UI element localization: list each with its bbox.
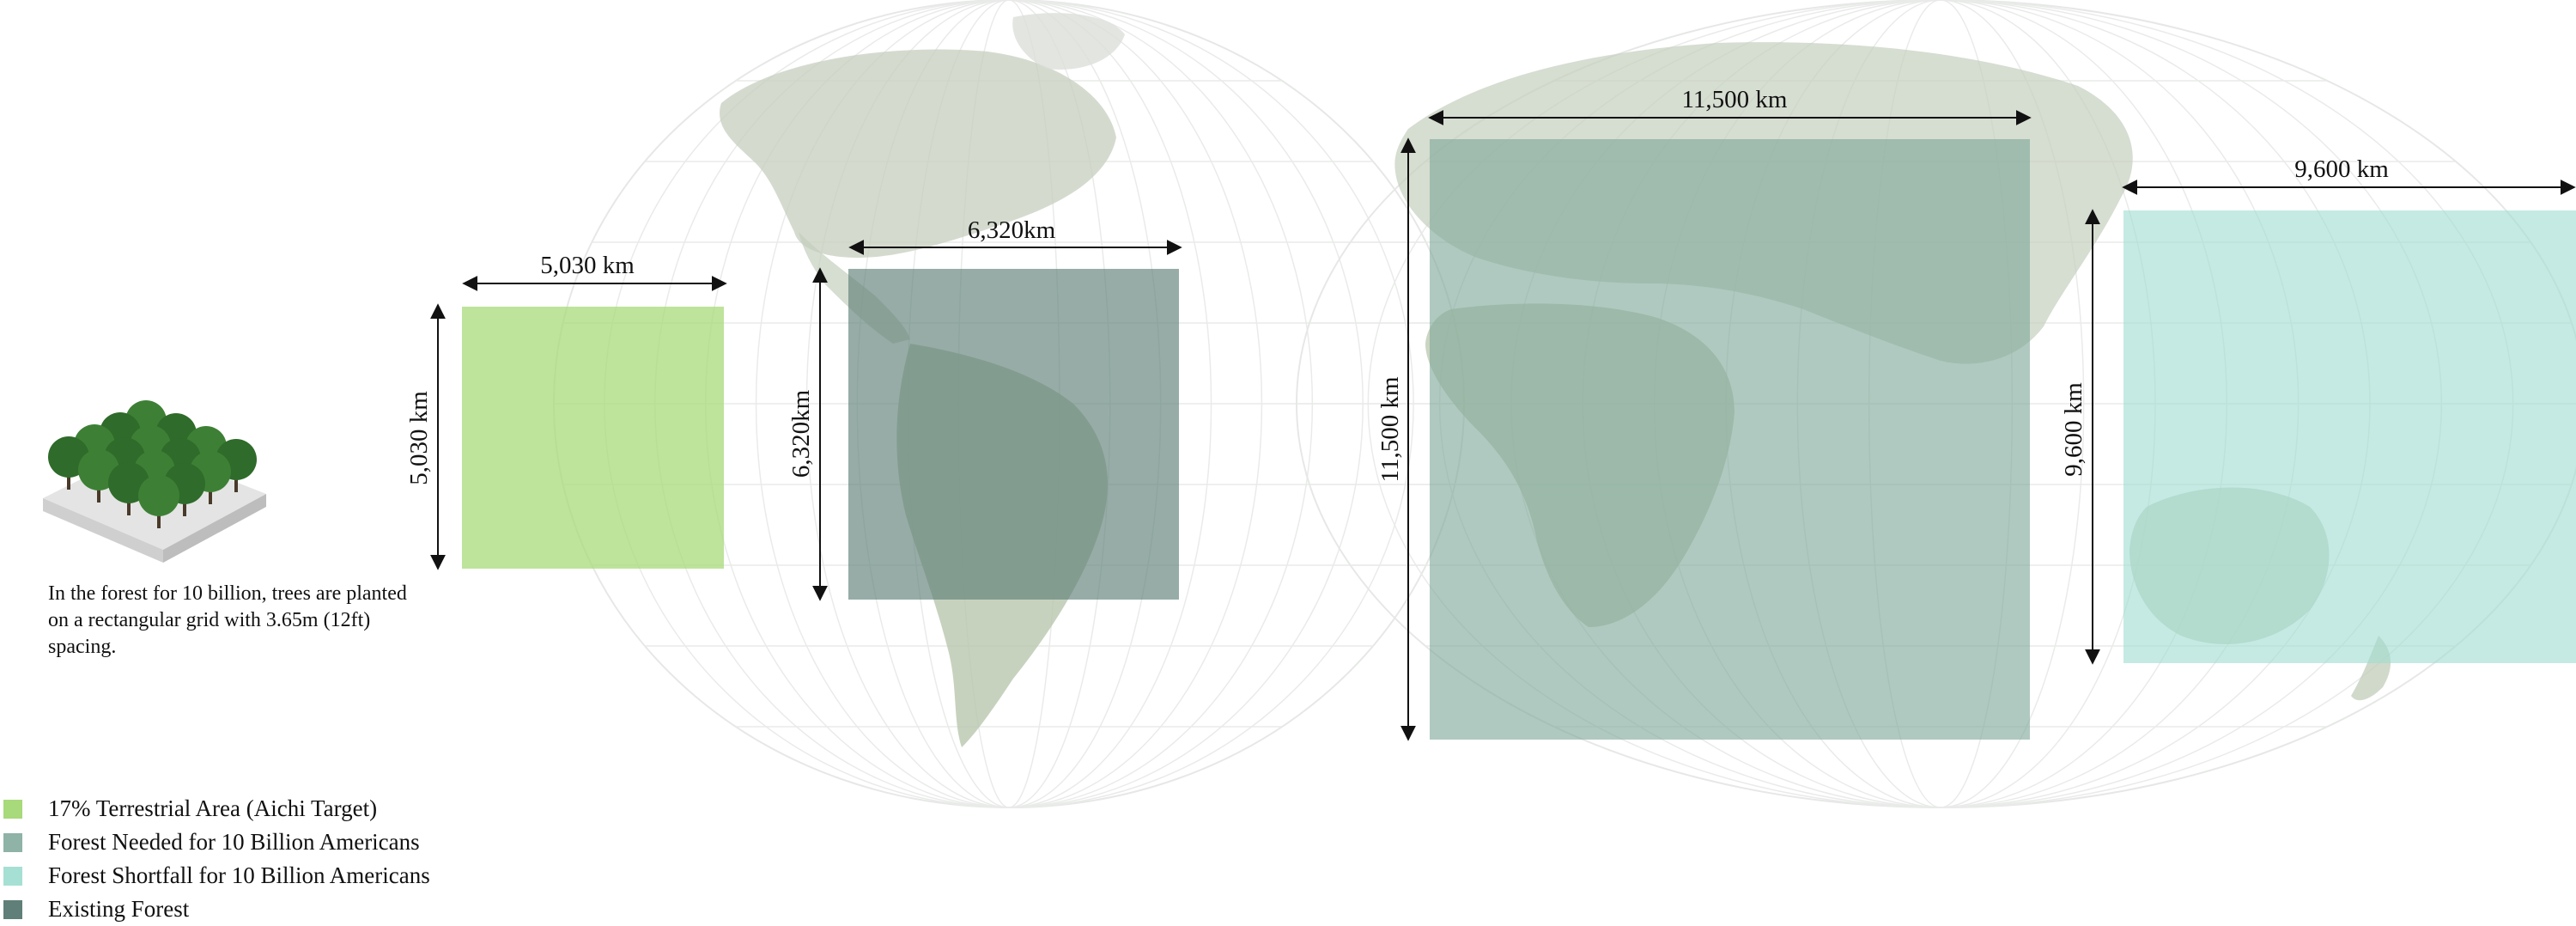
aichi-height-label: 5,030 km [405,391,433,485]
tree-grid [48,400,257,528]
needed-height-label: 11,500 km [1376,376,1404,482]
legend-item-needed: Forest Needed for 10 Billion Americans [3,825,430,859]
forest-needed-square [1430,139,2030,740]
legend-swatch-shortfall [3,866,22,886]
needed-width-label: 11,500 km [1682,86,1788,113]
north-america-landmass [720,49,1116,258]
legend-item-shortfall: Forest Shortfall for 10 Billion American… [3,859,430,892]
existing-forest-square [848,269,1179,600]
shortfall-height-label: 9,600 km [2060,382,2087,477]
legend-swatch-needed [3,832,22,852]
legend-swatch-existing [3,899,22,919]
shortfall-square [2123,210,2576,663]
caption-text: In the forest for 10 billion, trees are … [48,582,407,659]
forest-block-icon [43,400,266,563]
existing-width-label: 6,320km [968,216,1056,244]
legend: 17% Terrestrial Area (Aichi Target) Fore… [3,792,430,926]
legend-label-needed: Forest Needed for 10 Billion Americans [48,829,420,855]
aichi-width-label: 5,030 km [540,252,635,279]
legend-item-existing: Existing Forest [3,892,430,926]
shortfall-width-label: 9,600 km [2294,155,2389,183]
legend-label-shortfall: Forest Shortfall for 10 Billion American… [48,862,430,888]
legend-label-existing: Existing Forest [48,896,190,922]
legend-label-aichi: 17% Terrestrial Area (Aichi Target) [48,795,378,821]
legend-swatch-aichi [3,799,22,819]
existing-height-label: 6,320km [787,389,815,478]
legend-item-aichi: 17% Terrestrial Area (Aichi Target) [3,792,430,825]
aichi-square [462,307,724,569]
greenland-landmass [1012,13,1125,70]
